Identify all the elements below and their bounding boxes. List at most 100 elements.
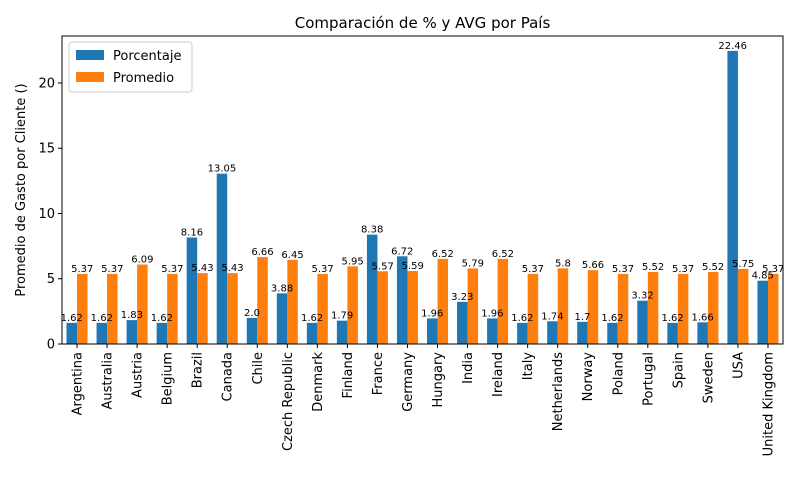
bar-label-porcentaje-usa: 22.46: [718, 41, 747, 52]
bar-promedio-netherlands: [557, 268, 569, 344]
bar-label-porcentaje-czech-republic: 3.88: [271, 283, 293, 294]
bar-porcentaje-united-kingdom: [757, 280, 768, 344]
bar-porcentaje-czech-republic: [276, 293, 288, 344]
x-tick-label-portugal: Portugal: [641, 352, 656, 406]
bar-promedio-france: [377, 271, 388, 344]
bar-porcentaje-canada: [216, 173, 228, 344]
x-tick-label-brazil: Brazil: [191, 352, 206, 388]
bar-promedio-austria: [137, 264, 148, 344]
bar-porcentaje-finland: [336, 320, 348, 344]
bar-label-porcentaje-denmark: 1.62: [301, 313, 323, 324]
bar-promedio-ireland: [497, 258, 509, 344]
bar-porcentaje-hungary: [427, 318, 438, 344]
bar-label-porcentaje-sweden: 1.66: [692, 312, 714, 323]
legend: Porcentaje Promedio: [68, 41, 193, 93]
bar-promedio-sweden: [707, 271, 719, 344]
x-tick-label-italy: Italy: [521, 352, 536, 381]
legend-swatch-promedio: [76, 72, 104, 82]
bar-promedio-hungary: [437, 258, 449, 344]
bar-label-promedio-spain: 5.37: [672, 264, 694, 275]
bar-label-porcentaje-india: 3.23: [451, 292, 473, 303]
x-tick-label-poland: Poland: [611, 352, 626, 395]
bar-porcentaje-denmark: [306, 322, 318, 344]
bar-label-porcentaje-chile: 2.0: [244, 308, 260, 319]
x-tick-label-sweden: Sweden: [701, 352, 716, 403]
bar-label-porcentaje-belgium: 1.62: [151, 313, 173, 324]
bar-label-porcentaje-canada: 13.05: [208, 164, 237, 175]
bar-promedio-finland: [347, 266, 358, 344]
bar-label-porcentaje-argentina: 1.62: [61, 313, 83, 324]
x-tick-label-hungary: Hungary: [431, 352, 446, 408]
bar-label-promedio-norway: 5.66: [582, 260, 604, 271]
bar-promedio-norway: [587, 270, 599, 344]
x-tick-label-canada: Canada: [221, 352, 236, 401]
x-tick-label-netherlands: Netherlands: [551, 352, 566, 431]
bar-label-porcentaje-portugal: 3.32: [631, 291, 653, 302]
bar-label-porcentaje-austria: 1.83: [121, 310, 143, 321]
bar-label-promedio-italy: 5.37: [522, 264, 544, 275]
bar-porcentaje-argentina: [66, 322, 78, 344]
bar-promedio-usa: [737, 268, 749, 344]
bar-label-promedio-denmark: 5.37: [311, 264, 333, 275]
bar-label-porcentaje-norway: 1.7: [575, 312, 591, 323]
plot-frame: [61, 35, 784, 345]
legend-swatch-porcentaje: [76, 50, 104, 60]
bar-promedio-india: [467, 268, 479, 344]
y-tick-label: 0: [47, 338, 55, 353]
y-tick-label: 20: [38, 76, 55, 91]
chart-title: Comparación de % y AVG por País: [295, 14, 551, 32]
bar-label-porcentaje-australia: 1.62: [91, 313, 113, 324]
bar-label-promedio-finland: 5.95: [342, 256, 364, 267]
x-tick-label-germany: Germany: [401, 352, 416, 412]
x-tick-label-denmark: Denmark: [311, 352, 326, 412]
bar-label-promedio-austria: 6.09: [131, 255, 153, 266]
bar-promedio-canada: [227, 273, 238, 344]
bar-label-porcentaje-ireland: 1.96: [481, 308, 503, 319]
bar-porcentaje-italy: [517, 322, 528, 344]
bar-label-porcentaje-finland: 1.79: [331, 311, 353, 322]
bar-promedio-italy: [527, 273, 539, 344]
legend-label-porcentaje: Porcentaje: [113, 49, 181, 64]
bar-promedio-germany: [407, 271, 418, 344]
bar-label-promedio-france: 5.57: [372, 261, 394, 272]
bar-label-porcentaje-united-kingdom: 4.85: [752, 271, 774, 282]
bar-porcentaje-belgium: [156, 322, 168, 344]
bar-promedio-argentina: [77, 273, 88, 344]
bar-porcentaje-ireland: [487, 318, 498, 344]
x-tick-label-spain: Spain: [671, 352, 686, 388]
y-tick-label: 10: [38, 207, 55, 222]
x-tick-label-austria: Austria: [131, 352, 146, 398]
bar-label-promedio-poland: 5.37: [612, 264, 634, 275]
axes-layer: 0 5 10 15 20 Argentina Australia Austria Belgium…: [38, 35, 784, 456]
bar-label-promedio-hungary: 6.52: [432, 249, 454, 260]
bar-porcentaje-brazil: [186, 237, 198, 344]
bar-promedio-denmark: [317, 273, 328, 344]
bar-label-promedio-brazil: 5.43: [191, 263, 213, 274]
bar-labels-layer: 1.62 1.62 1.83 1.62 8.16 13.05 2.0 3.88 1.62 1.79…: [61, 41, 785, 324]
x-tick-label-ireland: Ireland: [491, 352, 506, 397]
x-tick-label-belgium: Belgium: [161, 352, 176, 405]
bar-porcentaje-sweden: [697, 322, 708, 344]
bar-porcentaje-netherlands: [547, 321, 558, 344]
x-tick-label-france: France: [371, 352, 386, 395]
bar-label-porcentaje-brazil: 8.16: [181, 228, 203, 239]
bar-promedio-brazil: [197, 273, 208, 344]
x-tick-label-chile: Chile: [251, 352, 266, 385]
bar-label-promedio-canada: 5.43: [221, 263, 243, 274]
x-tick-label-norway: Norway: [581, 352, 596, 402]
x-tick-label-united-kingdom: United Kingdom: [761, 352, 776, 456]
y-tick-label: 15: [38, 142, 55, 157]
bar-label-porcentaje-hungary: 1.96: [421, 308, 443, 319]
bar-porcentaje-france: [366, 234, 378, 344]
bar-porcentaje-chile: [246, 317, 258, 344]
bar-porcentaje-norway: [577, 321, 588, 344]
bar-label-promedio-sweden: 5.52: [702, 262, 724, 273]
bar-promedio-united-kingdom: [767, 273, 779, 344]
bar-label-porcentaje-france: 8.38: [361, 225, 383, 236]
bar-promedio-belgium: [167, 273, 178, 344]
bar-promedio-poland: [617, 273, 629, 344]
x-tick-label-czech-republic: Czech Republic: [281, 352, 296, 451]
bar-porcentaje-australia: [96, 322, 108, 344]
